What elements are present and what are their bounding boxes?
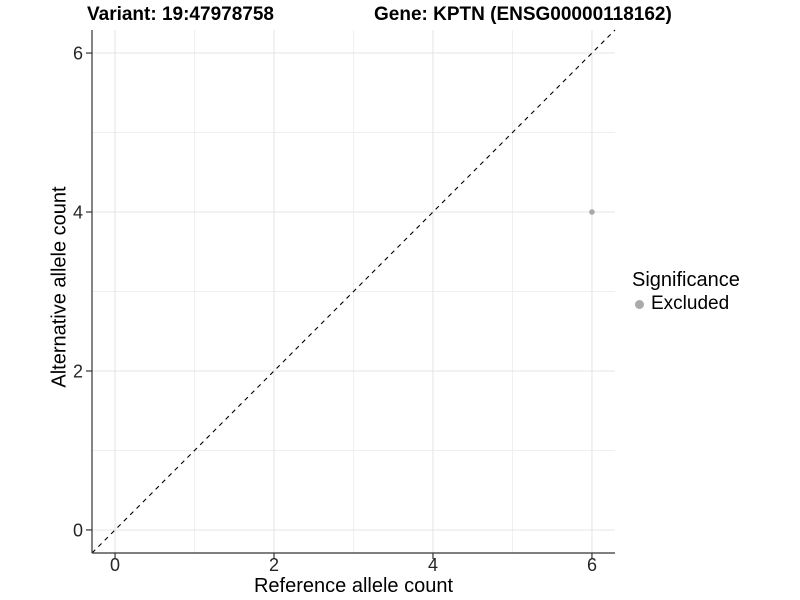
legend-title: Significance [632, 269, 740, 291]
x-tick-label: 2 [269, 555, 279, 575]
legend-item-label: Excluded [651, 293, 730, 314]
x-tick-label: 6 [587, 555, 597, 575]
plot-title-variant: Variant: 19:47978758 [87, 4, 274, 25]
identity-line [91, 29, 616, 554]
legend-key-dot [635, 299, 644, 309]
y-axis-title: Alternative allele count [48, 186, 71, 388]
x-tick-label: 4 [428, 555, 438, 575]
y-tick-label: 2 [73, 361, 83, 381]
y-tick-label: 6 [73, 44, 83, 64]
x-axis-title: Reference allele count [253, 575, 453, 597]
x-tick-label: 0 [110, 555, 120, 575]
legend-item-excluded: Excluded [632, 292, 740, 316]
legend: Significance Excluded [632, 268, 740, 316]
data-point-excluded [589, 209, 595, 215]
y-tick-label: 0 [73, 520, 83, 540]
plot-title-gene: Gene: KPTN (ENSG00000118162) [374, 4, 672, 25]
y-tick-label: 4 [73, 202, 83, 222]
